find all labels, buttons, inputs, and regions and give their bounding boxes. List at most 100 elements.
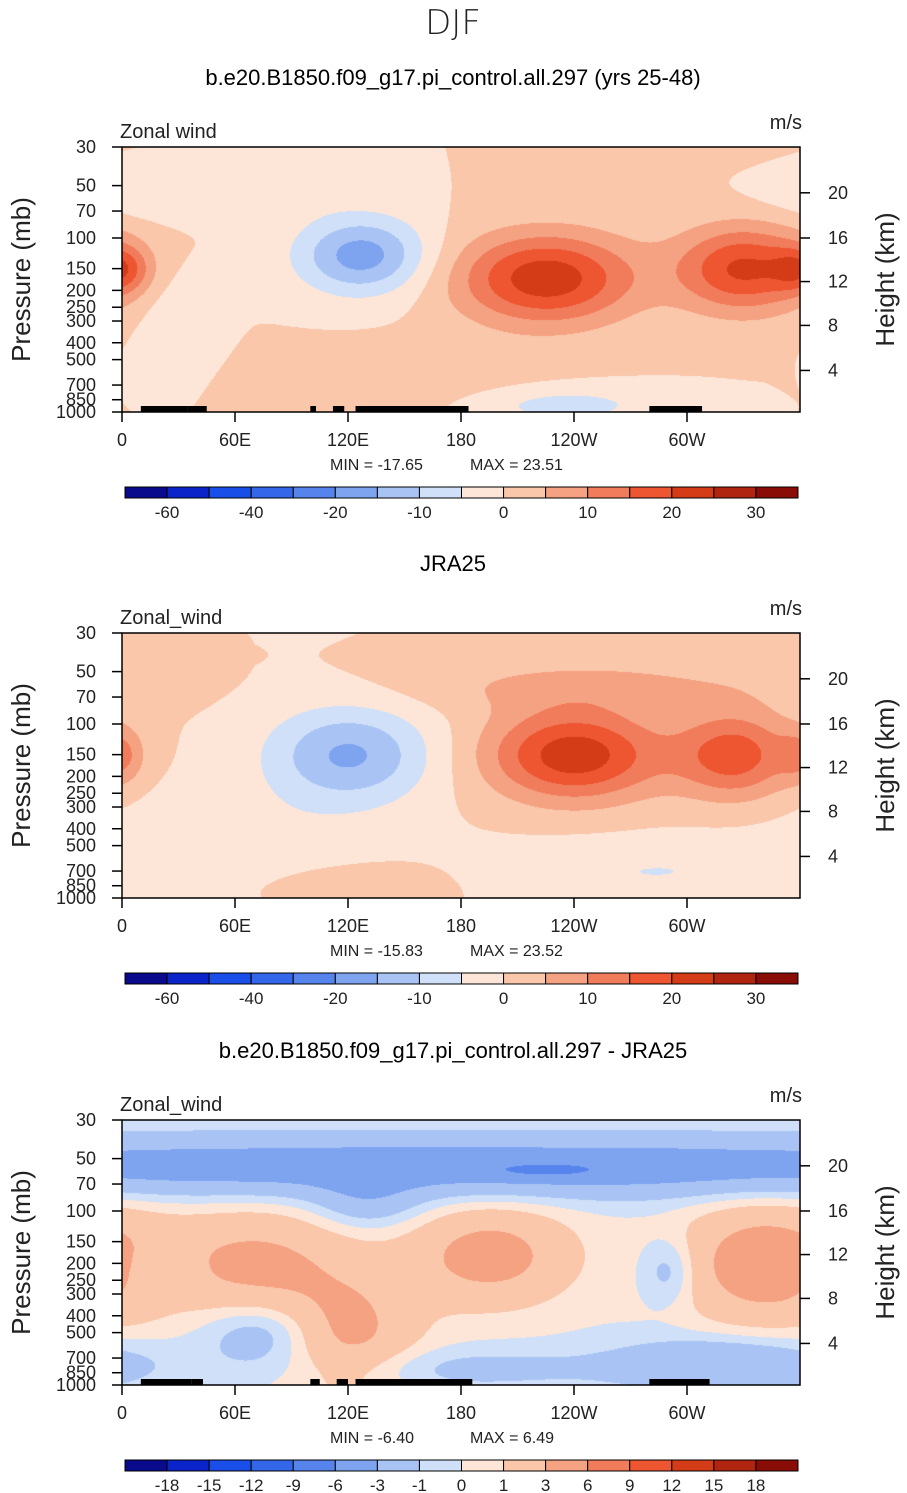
colorbar-box — [461, 1459, 505, 1472]
colorbar-box — [166, 486, 210, 499]
colorbar-label: -10 — [407, 989, 432, 1008]
y-tick-label: 1000 — [56, 1375, 96, 1395]
colorbar-box — [713, 486, 757, 499]
x-tick-label: 120E — [327, 1403, 369, 1423]
x-tick-label: 60W — [668, 430, 705, 450]
terrain-block — [140, 1379, 192, 1385]
colorbar-box — [587, 972, 631, 985]
y-tick-label: 150 — [66, 1232, 96, 1252]
x-tick-label: 180 — [446, 430, 476, 450]
colorbar-label: -60 — [155, 503, 180, 522]
height-tick-label: 16 — [828, 228, 848, 248]
colorbar-box — [208, 486, 252, 499]
height-tick-label: 12 — [828, 758, 848, 778]
colorbar-label: -60 — [155, 989, 180, 1008]
colorbar-label: -20 — [323, 503, 348, 522]
colorbar-label: 10 — [578, 989, 597, 1008]
units-label: m/s — [770, 112, 802, 134]
colorbar-box — [671, 1459, 715, 1472]
y-tick-label: 50 — [76, 1149, 96, 1169]
x-tick-label: 120E — [327, 430, 369, 450]
y-tick-label: 300 — [66, 1284, 96, 1304]
y-tick-label: 700 — [66, 1348, 96, 1368]
y-tick-label: 400 — [66, 1306, 96, 1326]
y-tick-label: 50 — [76, 662, 96, 682]
colorbar-box — [334, 1459, 378, 1472]
colorbar-label: -20 — [323, 989, 348, 1008]
y-tick-label: 850 — [66, 876, 96, 896]
colorbar-box — [334, 486, 378, 499]
colorbar-box — [166, 972, 210, 985]
y-axis-label: Pressure (mb) — [6, 1170, 36, 1335]
panel-title: b.e20.B1850.f09_g17.pi_control.all.297 -… — [219, 1038, 687, 1063]
colorbar-box — [418, 972, 462, 985]
colorbar-label: 0 — [457, 1476, 466, 1493]
colorbar-box — [334, 972, 378, 985]
colorbar-label: 18 — [746, 1476, 765, 1493]
terrain-block — [336, 1379, 348, 1385]
y-tick-label: 300 — [66, 797, 96, 817]
colorbar-label: 30 — [746, 989, 765, 1008]
colorbar-box — [755, 486, 799, 499]
y-tick-label: 150 — [66, 745, 96, 765]
x-tick-label: 120E — [327, 916, 369, 936]
colorbar-box — [418, 486, 462, 499]
colorbar-box — [587, 486, 631, 499]
colorbar-box — [461, 486, 505, 499]
colorbar-box — [292, 972, 336, 985]
colorbar-box — [418, 1459, 462, 1472]
colorbar-box — [629, 1459, 673, 1472]
colorbar-box — [292, 1459, 336, 1472]
colorbar-box — [629, 486, 673, 499]
x-tick-label: 0 — [117, 916, 127, 936]
y-tick-label: 850 — [66, 390, 96, 410]
max-label: MAX = 6.49 — [470, 1430, 554, 1447]
max-label: MAX = 23.51 — [470, 457, 563, 474]
variable-label: Zonal_wind — [120, 1094, 222, 1116]
y-tick-label: 250 — [66, 297, 96, 317]
x-tick-label: 180 — [446, 916, 476, 936]
units-label: m/s — [770, 1085, 802, 1107]
colorbar-label: 0 — [499, 989, 508, 1008]
y-tick-label: 70 — [76, 201, 96, 221]
colorbar-label: 30 — [746, 503, 765, 522]
y-tick-label: 50 — [76, 176, 96, 196]
colorbar-label: 15 — [704, 1476, 723, 1493]
height-axis-label: Height (km) — [870, 212, 900, 346]
x-tick-label: 60E — [219, 1403, 251, 1423]
colorbar-label: 12 — [662, 1476, 681, 1493]
y-tick-label: 300 — [66, 311, 96, 331]
y-axis-label: Pressure (mb) — [6, 197, 36, 362]
colorbar-box — [166, 1459, 210, 1472]
y-tick-label: 70 — [76, 1174, 96, 1194]
max-label: MAX = 23.52 — [470, 943, 563, 960]
x-tick-label: 60E — [219, 430, 251, 450]
colorbar-box — [671, 486, 715, 499]
terrain-block — [187, 406, 207, 412]
colorbar-label: -9 — [286, 1476, 301, 1493]
colorbar-box — [503, 1459, 547, 1472]
colorbar-label: -12 — [239, 1476, 264, 1493]
colorbar-box — [713, 1459, 757, 1472]
height-tick-label: 4 — [828, 360, 838, 380]
panel-3: b.e20.B1850.f09_g17.pi_control.all.297 -… — [6, 1038, 900, 1493]
colorbar-box — [503, 486, 547, 499]
terrain-block — [140, 406, 188, 412]
terrain-block — [649, 406, 703, 412]
contour-field — [122, 147, 800, 412]
y-tick-label: 100 — [66, 1201, 96, 1221]
colorbar-box — [250, 486, 294, 499]
colorbar-box — [503, 972, 547, 985]
panel-2: JRA25 Zonal_wind m/s 0 60E 120E 180 120W 60W 30 50… — [6, 551, 900, 1008]
y-tick-label: 250 — [66, 1270, 96, 1290]
terrain-block — [355, 1379, 473, 1385]
y-tick-label: 500 — [66, 350, 96, 370]
x-tick-label: 60W — [668, 1403, 705, 1423]
colorbar-box — [250, 972, 294, 985]
season-title: DJF — [425, 3, 481, 43]
colorbar-label: -40 — [239, 503, 264, 522]
min-label: MIN = -17.65 — [330, 457, 423, 474]
y-tick-label: 500 — [66, 836, 96, 856]
height-tick-label: 20 — [828, 183, 848, 203]
